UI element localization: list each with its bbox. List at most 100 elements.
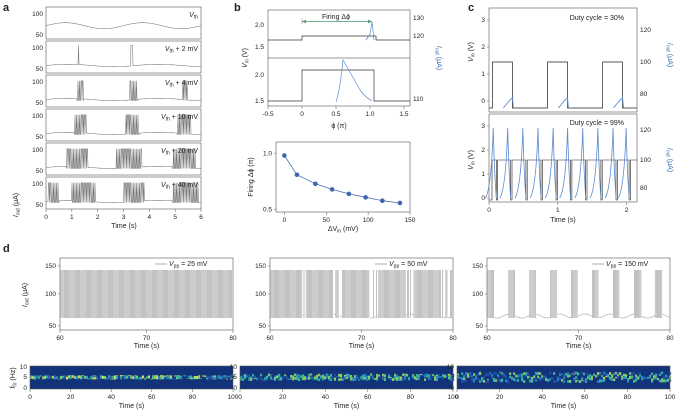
d-heatmap-cell — [318, 378, 321, 382]
d-heatmap-cell — [304, 376, 307, 379]
d-heatmap-cell — [587, 372, 590, 376]
d-heatmap-cell — [398, 376, 401, 380]
d-heatmap-cell — [188, 376, 191, 379]
d-heatmap-cell — [631, 372, 634, 376]
d-heatmap-cell — [328, 376, 331, 379]
d-heatmap-cell — [442, 377, 445, 380]
d-heatmap-cell — [404, 374, 407, 378]
d-heatmap-cell — [450, 376, 453, 379]
d-heatmap-cell — [659, 371, 662, 375]
d-heatmap-cell — [180, 375, 183, 379]
d-heatmap-cell — [521, 373, 524, 377]
a-trace-label: Vth + 20 mV — [161, 148, 198, 157]
panel-b-bottom-xlabel: ΔVin (mV) — [328, 226, 358, 235]
d-heatmap-cell — [208, 376, 211, 380]
d-heatmap-cell — [170, 376, 173, 380]
d-heatmap-cell — [52, 375, 55, 379]
c-top-ytick-left-label: 0 — [481, 98, 485, 105]
d-heatmap-cell — [599, 379, 602, 383]
d-heat-xtick-label: 0 — [238, 394, 242, 401]
d-heatmap-cell — [609, 372, 612, 375]
d-heatmap-cell — [242, 374, 245, 378]
d-heatmap-cell — [58, 376, 61, 379]
c-top-ytick-left-label: 1 — [481, 71, 485, 78]
d-heatmap-cell — [625, 374, 628, 377]
d-legend-label: Vpp = 25 mV — [169, 261, 208, 270]
c-bottom-iout — [604, 127, 617, 199]
d-heat-ytick-label: 5 — [233, 374, 237, 381]
d-heatmap-cell — [286, 376, 289, 380]
d-heatmap-cell — [641, 376, 644, 379]
d-heat-ytick-label: 0 — [233, 385, 237, 392]
d-heatmap-cell — [533, 377, 536, 381]
d-heatmap-cell — [404, 377, 407, 380]
d-ytick-label: 150 — [472, 263, 483, 270]
d-heatmap-cell — [589, 377, 592, 381]
d-heat-ytick-label: 0 — [23, 385, 27, 392]
d-heatmap-cell — [573, 371, 576, 375]
d-heatmap-cell — [248, 374, 251, 378]
d-heatmap-cell — [192, 375, 195, 378]
d-heatmap-cell — [366, 375, 369, 379]
d-heatmap-cell — [384, 374, 387, 377]
d-heatmap-cell — [457, 375, 460, 379]
b-ytick-right: 130 — [413, 15, 424, 22]
d-heatmap-cell — [465, 374, 468, 378]
d-heatmap-cell — [130, 375, 133, 378]
d-heatmap-cell — [140, 376, 143, 380]
d-heatmap-cell — [402, 373, 405, 377]
d-heatmap-cell — [216, 376, 219, 379]
d-heatmap-cell — [278, 374, 281, 378]
d-heatmap-cell — [334, 377, 337, 381]
d-heatmap-cell — [509, 375, 512, 379]
d-xtick-label: 70 — [143, 335, 151, 342]
d-heatmap-cell — [50, 376, 53, 380]
d-heatmap-cell — [631, 375, 634, 379]
d-heat-xtick-label: 0 — [28, 394, 32, 401]
d-heatmap-cell — [551, 378, 554, 381]
c-bottom-iout — [514, 127, 527, 199]
d-heatmap-cell — [617, 372, 620, 376]
d-heatmap-cell — [581, 377, 584, 380]
d-heatmap-cell — [416, 374, 419, 377]
d-heatmap-cell — [497, 374, 500, 378]
d-heatmap-cell — [424, 374, 427, 378]
d-heatmap-cell — [288, 376, 291, 379]
d-heatmap-cell — [489, 377, 492, 381]
panel-a-traces: Vth 100 50 Vth + 2 mV 100 50 Vth + 4 mV 100 50 Vt… — [32, 6, 202, 210]
panel-a-xticks: 0 1 2 3 4 5 6 — [44, 209, 203, 221]
d-heatmap-cell — [124, 375, 127, 378]
d-heatmap-cell — [461, 380, 464, 383]
d-heatmap-cell — [541, 377, 544, 381]
d-heatmap-cell — [517, 379, 520, 382]
c-top-ytick-right-label: 100 — [640, 59, 651, 66]
d-heatmap-cell — [110, 376, 113, 379]
d-heatmap-cell — [214, 376, 217, 380]
d-heatmap-cell — [555, 379, 558, 383]
d-heatmap-cell — [511, 377, 514, 381]
d-heatmap-cell — [386, 378, 389, 382]
d-heatmap-cell — [545, 378, 548, 381]
d-ytick-label: 50 — [476, 323, 484, 330]
b-vin-pulse-top — [268, 35, 410, 41]
d-heatmap-cell — [316, 377, 319, 381]
d-heatmap-cell — [184, 376, 187, 380]
d-heatmap-cell — [527, 375, 530, 379]
b-scatter-point — [380, 198, 385, 204]
d-heatmap-cell — [220, 376, 223, 380]
d-heatmap-cell — [172, 376, 175, 380]
d-heatmap-cell — [282, 376, 285, 379]
d-heatmap-cell — [280, 377, 283, 380]
a-ytick: 50 — [36, 168, 44, 175]
d-heatmap-cell — [483, 379, 486, 383]
d-heatmap-cell — [491, 378, 494, 382]
d-heatmap-frame — [29, 365, 234, 390]
d-heatmap-cell — [30, 375, 33, 379]
d-heatmap-cell — [531, 379, 534, 383]
d-heatmap-cell — [489, 372, 492, 376]
d-xtick-label: 60 — [266, 335, 274, 342]
d-heatmap-cell — [603, 379, 606, 382]
c-bottom-iout — [529, 127, 542, 199]
d-heatmap-cell — [481, 377, 484, 380]
